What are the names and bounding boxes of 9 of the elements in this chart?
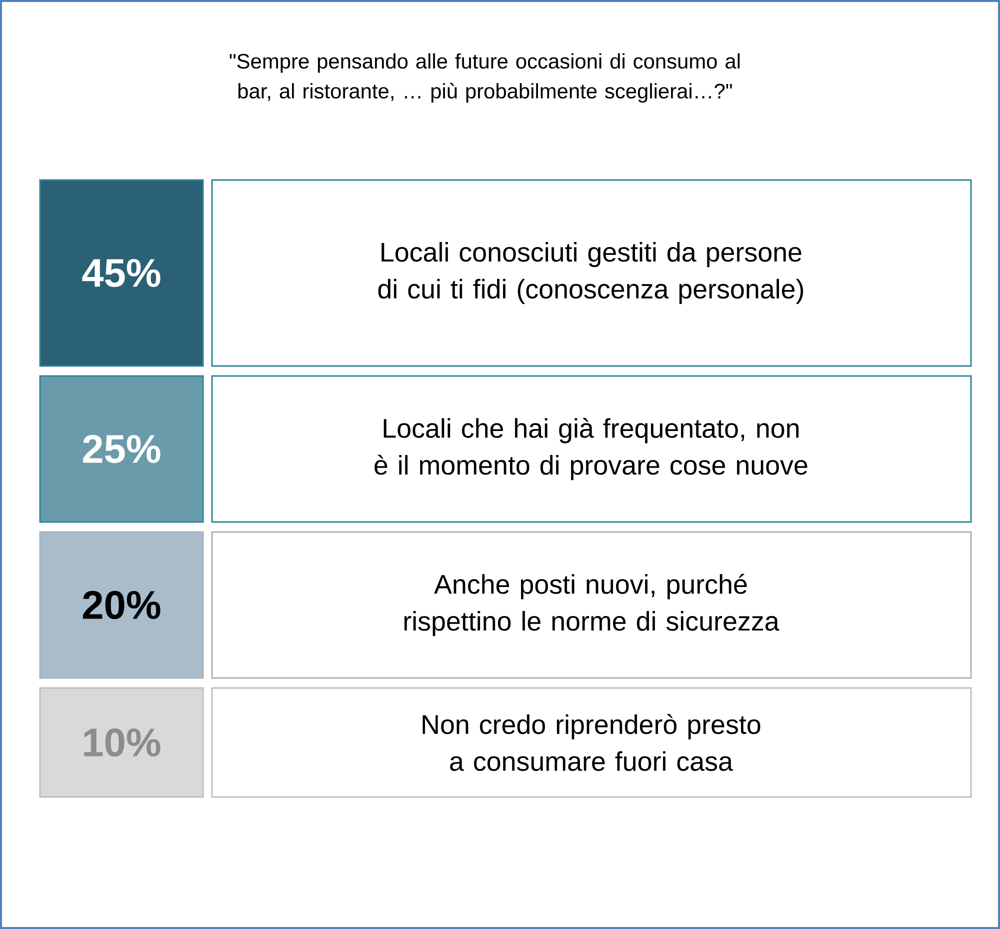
- text: "Sempre pensando alle future occasioni di consumo al bar, al ristorante, … più probabilmente sceglierai…?": [230, 53, 740, 103]
- data-label: 10%: [84, 728, 160, 757]
- data-label: 45%: [82, 258, 160, 288]
- category-label: Anche posti nuovi, purché rispettino le norme di sicurezza: [404, 574, 780, 636]
- data-label: 20%: [83, 590, 160, 620]
- category-label: Non credo riprenderò presto a consumare fuori casa: [422, 714, 760, 771]
- category-label: Locali conosciuti gestiti da persone di cui ti fidi (conoscenza personale): [378, 242, 804, 304]
- category-label: Locali che hai già frequentato, non è il momento di provare cose nuove: [374, 418, 808, 480]
- data-label: 25%: [83, 434, 160, 464]
